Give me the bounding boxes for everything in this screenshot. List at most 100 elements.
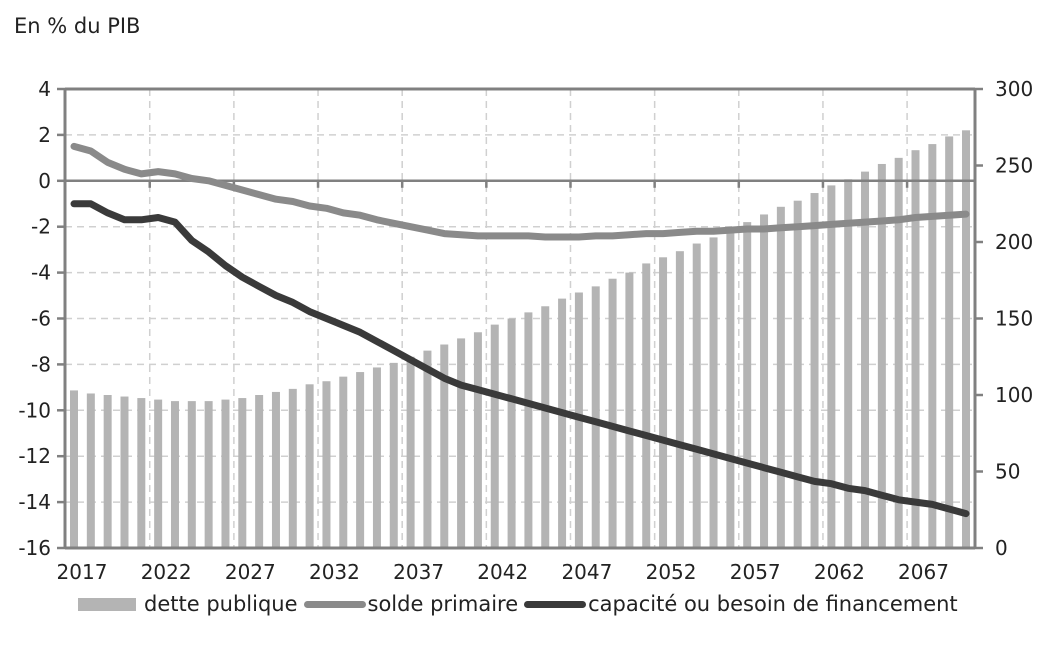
legend-item-solde-primaire: solde primaire xyxy=(298,592,519,616)
series-lines xyxy=(70,142,970,518)
debt-bar xyxy=(810,193,819,549)
debt-bar xyxy=(339,376,348,548)
line-swatch-icon xyxy=(524,600,587,608)
debt-bar xyxy=(389,362,398,548)
x-tick-label: 2037 xyxy=(393,560,444,584)
debt-bar xyxy=(524,312,533,548)
debt-bar xyxy=(726,229,735,548)
x-tick-label: 2042 xyxy=(477,560,528,584)
debt-bar xyxy=(877,163,886,548)
debt-bar xyxy=(760,214,769,548)
debt-bar xyxy=(271,391,280,548)
right-tick-label: 150 xyxy=(995,307,1033,331)
debt-bar xyxy=(861,171,870,548)
debt-bar xyxy=(288,388,297,548)
gridlines xyxy=(65,89,975,548)
debt-bar xyxy=(659,257,668,548)
left-tick-label: -6 xyxy=(31,307,51,331)
x-tick-label: 2047 xyxy=(561,560,612,584)
solde-primaire-line xyxy=(70,142,970,241)
left-tick-label: 0 xyxy=(38,169,51,193)
legend-item-capacite: capacité ou besoin de financement xyxy=(518,592,958,616)
debt-bar xyxy=(103,395,112,548)
debt-bar xyxy=(642,263,651,548)
left-tick-label: 2 xyxy=(38,123,51,147)
legend-label: dette publique xyxy=(144,592,298,616)
debt-bar xyxy=(962,130,970,548)
debt-bars xyxy=(70,130,970,549)
debt-bar xyxy=(490,324,499,548)
debt-bar xyxy=(591,286,600,548)
left-tick-label: -4 xyxy=(31,261,51,285)
debt-bar xyxy=(457,338,466,548)
right-tick-label: 200 xyxy=(995,230,1033,254)
debt-bar xyxy=(372,367,381,548)
x-tick-label: 2052 xyxy=(646,560,697,584)
left-tick-label: -12 xyxy=(18,444,51,468)
debt-bar xyxy=(221,399,230,548)
debt-bar xyxy=(406,356,415,548)
debt-bar xyxy=(86,393,95,548)
left-tick-label: -16 xyxy=(18,536,51,560)
debt-bar xyxy=(541,306,550,548)
right-tick-label: 100 xyxy=(995,383,1033,407)
debt-bar xyxy=(558,298,567,548)
debt-bar xyxy=(945,136,954,548)
right-tick-label: 300 xyxy=(995,77,1033,101)
debt-bar xyxy=(608,278,617,548)
bar-swatch-icon xyxy=(78,597,136,611)
x-tick-label: 2027 xyxy=(225,560,276,584)
debt-bar xyxy=(709,237,718,548)
debt-bar xyxy=(928,144,937,548)
x-tick-label: 2062 xyxy=(814,560,865,584)
debt-bar xyxy=(170,401,179,548)
x-tick-label: 2032 xyxy=(309,560,360,584)
debt-bar xyxy=(356,372,365,548)
debt-bar xyxy=(305,384,314,548)
x-tick-label: 2022 xyxy=(141,560,192,584)
tick-labels: 4 2 0 -2 -4 -6 -8 -10 -12 -14 -16 300 250 200 150 100 50… xyxy=(18,77,1033,584)
left-tick-label: -8 xyxy=(31,352,51,376)
unit-label: En % du PIB xyxy=(14,14,141,38)
left-tick-label: -14 xyxy=(18,490,51,514)
debt-bar xyxy=(692,243,701,548)
line-swatch-icon xyxy=(303,600,366,608)
right-tick-label: 0 xyxy=(995,536,1008,560)
debt-bar xyxy=(204,401,213,548)
debt-bar xyxy=(827,185,836,548)
debt-bar xyxy=(844,179,853,548)
left-tick-label: 4 xyxy=(38,77,51,101)
debt-bar xyxy=(675,251,684,548)
legend: dette publique solde primaire capacité o… xyxy=(78,589,958,619)
debt-bar xyxy=(154,399,163,548)
debt-bar xyxy=(187,401,196,548)
debt-bar xyxy=(894,157,903,548)
debt-bar xyxy=(423,350,432,548)
legend-label: capacité ou besoin de financement xyxy=(588,592,958,616)
debt-bar xyxy=(507,318,516,548)
debt-bar xyxy=(440,344,449,548)
legend-label: solde primaire xyxy=(367,592,519,616)
debt-bar xyxy=(743,222,752,549)
x-tick-label: 2057 xyxy=(730,560,781,584)
left-tick-label: -10 xyxy=(18,398,51,422)
x-tick-label: 2017 xyxy=(57,560,108,584)
debt-bar xyxy=(322,381,331,548)
axes xyxy=(57,87,983,550)
left-tick-label: -2 xyxy=(31,215,51,239)
right-tick-label: 50 xyxy=(995,460,1020,484)
debt-bar xyxy=(473,332,482,548)
debt-bar xyxy=(255,395,264,548)
capacite-line xyxy=(70,200,970,518)
debt-bar xyxy=(120,396,129,548)
debt-bar xyxy=(911,150,920,548)
x-tick-label: 2067 xyxy=(898,560,949,584)
debt-bar xyxy=(793,200,802,548)
debt-bar xyxy=(137,398,146,548)
debt-bar xyxy=(70,390,78,548)
debt-bar xyxy=(238,398,247,548)
legend-item-dette-publique: dette publique xyxy=(78,592,298,616)
debt-bar xyxy=(776,206,785,548)
debt-bar xyxy=(625,272,634,548)
